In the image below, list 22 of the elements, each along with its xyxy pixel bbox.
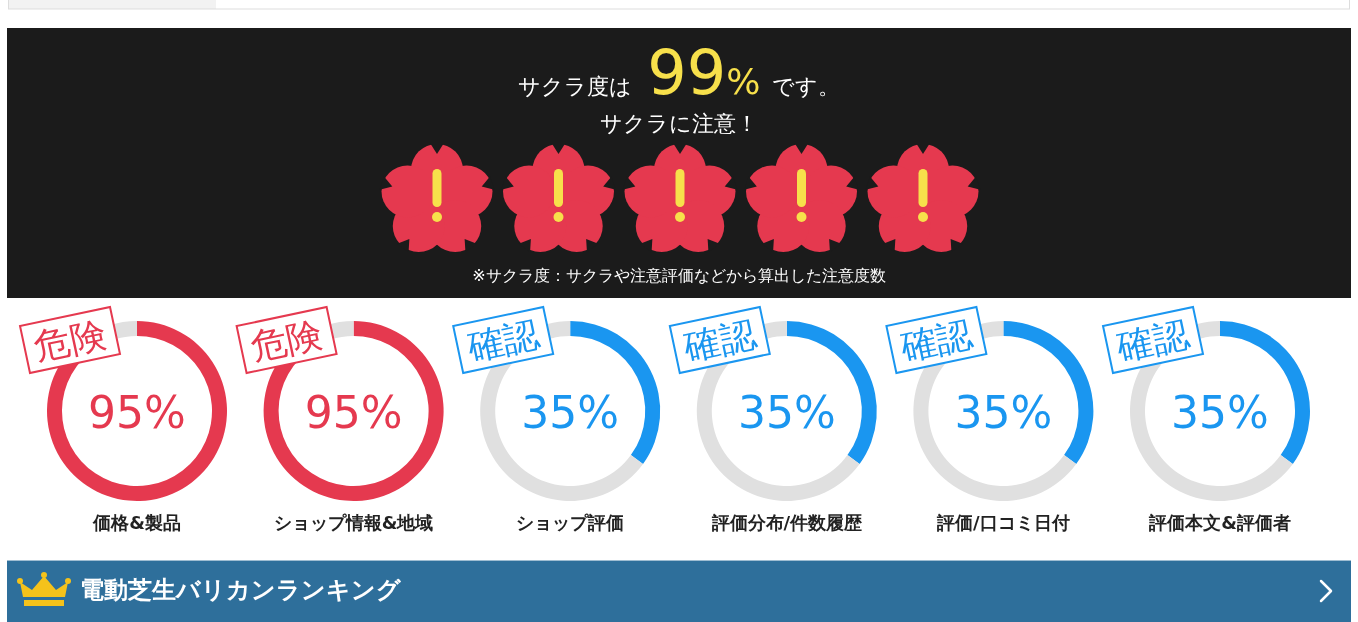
chart-subtitle: 確認 [462, 312, 543, 369]
chart-subtitle: 確認 [679, 312, 760, 369]
text: 35% [954, 387, 1053, 438]
text: 95% [304, 387, 403, 438]
text: 35% [1171, 387, 1269, 438]
text: サクラ度は 99% です。 [518, 36, 840, 109]
text: 価格&製品 [92, 512, 181, 533]
text: ショップ情報&地域 [273, 512, 434, 533]
chart-subtitle: 確認 [1112, 312, 1193, 369]
text: 95% [88, 387, 186, 438]
text: サクラに注意！ [600, 111, 758, 136]
text: 35% [521, 387, 620, 438]
text: 電動芝生バリカンランキング [80, 576, 402, 604]
chart-subtitle: 危険 [247, 312, 327, 369]
text: ショップ評価 [516, 512, 625, 533]
text: 評価分布/件数履歴 [710, 512, 863, 533]
text: ※サクラ度：サクラや注意評価などから算出した注意度数 [472, 266, 886, 285]
text: 評価本文&評価者 [1148, 512, 1291, 533]
chart-subtitle: 危険 [30, 312, 110, 369]
text: 35% [737, 387, 836, 438]
chart-subtitle: 確認 [896, 312, 976, 369]
text: 評価/口コミ日付 [936, 512, 1070, 533]
